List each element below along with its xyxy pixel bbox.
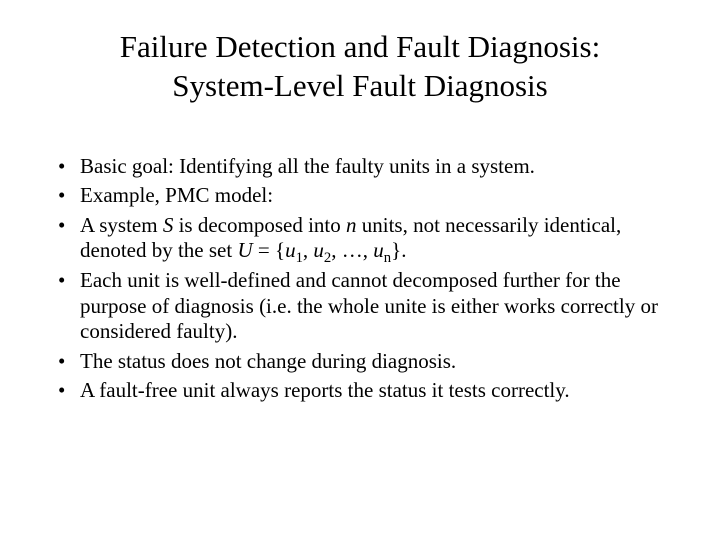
bullet-item: Each unit is well-defined and cannot dec… [56,268,664,345]
bullet-text: is decomposed into [173,213,346,237]
var-u: u [313,238,324,262]
slide: Failure Detection and Fault Diagnosis: S… [0,0,720,540]
var-u: u [373,238,384,262]
bullet-text: , [303,238,314,262]
bullet-item: Example, PMC model: [56,183,664,209]
slide-title: Failure Detection and Fault Diagnosis: S… [48,28,672,106]
bullet-item: A system S is decomposed into n units, n… [56,213,664,264]
sub-n: n [384,251,391,267]
var-n: n [346,213,357,237]
var-u: u [285,238,296,262]
bullet-item: Basic goal: Identifying all the faulty u… [56,154,664,180]
bullet-text: Example, PMC model: [80,183,273,207]
var-U: U [237,238,252,262]
title-line-1: Failure Detection and Fault Diagnosis: [120,29,600,64]
bullet-text: A fault-free unit always reports the sta… [80,378,570,402]
bullet-list: Basic goal: Identifying all the faulty u… [48,154,672,404]
bullet-text: }. [391,238,406,262]
bullet-text: A system [80,213,163,237]
bullet-text: Basic goal: Identifying all the faulty u… [80,154,535,178]
bullet-item: A fault-free unit always reports the sta… [56,378,664,404]
bullet-item: The status does not change during diagno… [56,349,664,375]
var-S: S [163,213,174,237]
bullet-text: The status does not change during diagno… [80,349,456,373]
title-line-2: System-Level Fault Diagnosis [172,68,547,103]
bullet-text: , …, [331,238,373,262]
sub-1: 1 [296,251,303,267]
bullet-text: Each unit is well-defined and cannot dec… [80,268,658,343]
bullet-text: = { [253,238,285,262]
